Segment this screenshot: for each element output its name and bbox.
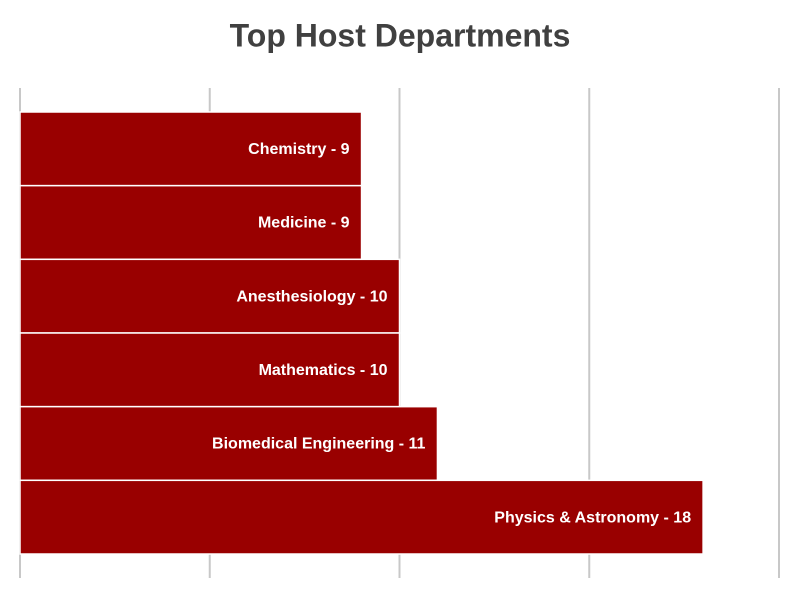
chart-title: Top Host Departments [230, 17, 571, 53]
bar [19, 111, 363, 187]
data-label: Anesthesiology - 10 [236, 288, 387, 305]
bar [19, 258, 401, 334]
data-label: Medicine - 9 [258, 215, 350, 232]
bar [19, 405, 439, 482]
bar [19, 479, 704, 555]
data-label: Physics & Astronomy - 18 [494, 509, 691, 526]
data-label: Biomedical Engineering - 11 [212, 436, 425, 453]
data-label: Mathematics - 10 [259, 362, 388, 379]
bar [19, 332, 401, 408]
data-label: Chemistry - 9 [248, 141, 349, 158]
